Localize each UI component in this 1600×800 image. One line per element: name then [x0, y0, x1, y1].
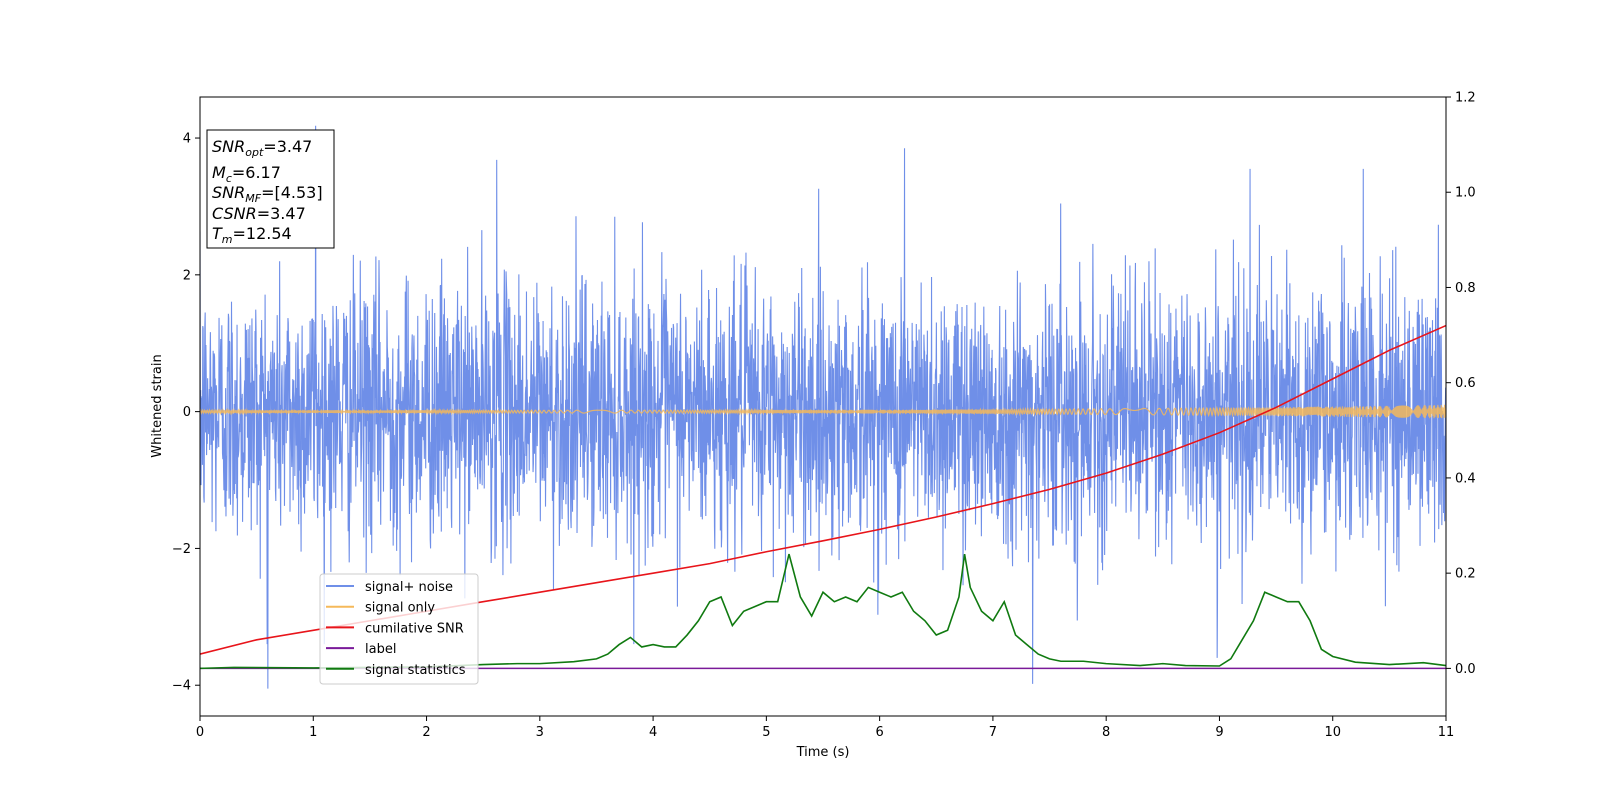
series-line-signal-noise: [200, 125, 1446, 689]
legend-frame: [319, 573, 479, 685]
annotation-line: SNRMF=[4.53]: [212, 183, 323, 205]
y2-tick-label: 0.8: [1455, 281, 1476, 296]
legend-label: signal statistics: [365, 663, 466, 678]
annotation-frame: [206, 129, 335, 249]
x-tick-label: 4: [649, 725, 657, 740]
x-tick-label: 1: [309, 725, 317, 740]
x-tick-label: 8: [1102, 725, 1110, 740]
annotation-line: SNRopt=3.47: [212, 137, 312, 159]
y2-tick-label: 0.2: [1455, 567, 1476, 582]
x-axis: 0 1 2 3 4 5 6 7 8 9 10 11: [196, 716, 1454, 740]
y-axis-title: Whitened strain: [150, 354, 165, 457]
x-tick-label: 2: [422, 725, 430, 740]
y2-tick-label: 0.0: [1455, 662, 1476, 677]
y-tick-label: 0: [183, 405, 191, 420]
legend-label: signal+ noise: [365, 580, 453, 595]
y-axis-right: 0.0 0.2 0.4 0.6 0.8 1.0 1.2: [1446, 91, 1476, 677]
y-tick-label: 2: [183, 268, 191, 283]
annotation-box: SNRopt=3.47 Mc=6.17SNRMF=[4.53]CSNR=3.47T…: [206, 129, 335, 249]
y-tick-label: 4: [183, 132, 191, 147]
annotation-line: Mc=6.17: [212, 163, 281, 185]
y-tick-label: −4: [172, 679, 191, 694]
y2-tick-label: 1.0: [1455, 186, 1476, 201]
series-line-signal-statistics: [200, 553, 1446, 670]
x-tick-label: 9: [1215, 725, 1223, 740]
x-tick-label: 7: [989, 725, 997, 740]
x-tick-label: 11: [1438, 725, 1455, 740]
legend: signal+ noise signal only cumilative SNR la…: [319, 573, 479, 685]
y-tick-label: −2: [172, 542, 191, 557]
x-tick-label: 0: [196, 725, 204, 740]
x-tick-label: 10: [1324, 725, 1341, 740]
x-tick-label: 6: [875, 725, 883, 740]
x-tick-label: 5: [762, 725, 770, 740]
annotation-line: CSNR=3.47: [212, 204, 306, 223]
y2-tick-label: 0.4: [1455, 471, 1476, 486]
annotation-line: Tm=12.54: [212, 224, 292, 246]
y2-tick-label: 1.2: [1455, 91, 1476, 106]
legend-label: label: [365, 642, 396, 657]
x-tick-label: 3: [536, 725, 544, 740]
axes-frame: [199, 96, 1447, 717]
legend-label: signal only: [365, 601, 435, 616]
x-axis-title: Time (s): [796, 745, 850, 760]
legend-label: cumilative SNR: [365, 621, 464, 636]
y2-tick-label: 0.6: [1455, 376, 1476, 391]
series-line-signal-only: [200, 404, 1446, 419]
y-axis-left: −4 −2 0 2 4: [172, 132, 200, 694]
